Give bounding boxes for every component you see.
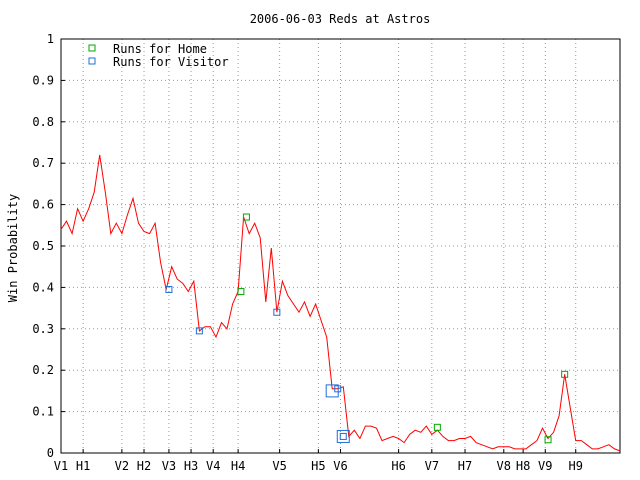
y-tick-label: 0.3 — [32, 322, 54, 336]
y-tick-label: 0.5 — [32, 239, 54, 253]
y-tick-label: 0.2 — [32, 363, 54, 377]
x-tick-label: H7 — [458, 459, 472, 473]
y-tick-label: 1 — [47, 32, 54, 46]
x-tick-label: H6 — [391, 459, 405, 473]
x-tick-label: V3 — [162, 459, 176, 473]
y-tick-label: 0.4 — [32, 280, 54, 294]
y-tick-label: 0.8 — [32, 115, 54, 129]
home-run-marker — [544, 436, 552, 444]
visitor-run-marker — [334, 385, 342, 393]
x-tick-label: V2 — [115, 459, 129, 473]
y-axis-ticks: 0 0.1 0.2 0.3 0.4 0.5 0.6 0.7 0.8 0.9 1 — [32, 32, 65, 460]
x-tick-label: H4 — [231, 459, 245, 473]
y-tick-label: 0.1 — [32, 405, 54, 419]
visitor-run-marker — [195, 327, 203, 335]
x-tick-label: V9 — [538, 459, 552, 473]
x-tick-label: V4 — [206, 459, 220, 473]
y-tick-label: 0.6 — [32, 198, 54, 212]
run-markers — [165, 213, 569, 444]
home-run-marker — [237, 288, 245, 296]
x-tick-label: H1 — [76, 459, 90, 473]
x-tick-label: H3 — [184, 459, 198, 473]
legend-visitor-label: Runs for Visitor — [113, 55, 229, 69]
visitor-run-marker — [339, 432, 347, 440]
y-tick-label: 0 — [47, 446, 54, 460]
x-tick-label: H5 — [311, 459, 325, 473]
x-tick-label: H8 — [516, 459, 530, 473]
legend: Runs for Home Runs for Visitor — [88, 42, 229, 69]
visitor-run-marker — [336, 429, 350, 443]
visitor-run-marker — [325, 384, 339, 398]
y-axis-label: Win Probability — [6, 194, 20, 302]
grid-lines — [61, 39, 620, 453]
x-axis-ticks: V1 H1 V2 H2 V3 H3 V4 H4 V5 H5 V6 H6 V7 H7 V8 H8 V9 H9 — [54, 449, 583, 473]
visitor-run-marker — [273, 308, 281, 316]
y-tick-label: 0.9 — [32, 73, 54, 87]
y-tick-label: 0.7 — [32, 156, 54, 170]
x-tick-label: H2 — [137, 459, 151, 473]
home-run-marker — [242, 213, 250, 221]
legend-visitor-marker — [88, 57, 96, 65]
legend-home-marker — [88, 44, 96, 52]
x-tick-label: H9 — [568, 459, 582, 473]
legend-home-label: Runs for Home — [113, 42, 207, 56]
x-tick-label: V8 — [497, 459, 511, 473]
visitor-run-marker — [165, 285, 173, 293]
x-tick-label: V1 — [54, 459, 68, 473]
chart-title: 2006-06-03 Reds at Astros — [250, 12, 431, 26]
home-run-marker — [433, 423, 441, 431]
home-run-marker — [561, 370, 569, 378]
x-tick-label: V7 — [425, 459, 439, 473]
x-tick-label: V5 — [272, 459, 286, 473]
x-tick-label: V6 — [333, 459, 347, 473]
